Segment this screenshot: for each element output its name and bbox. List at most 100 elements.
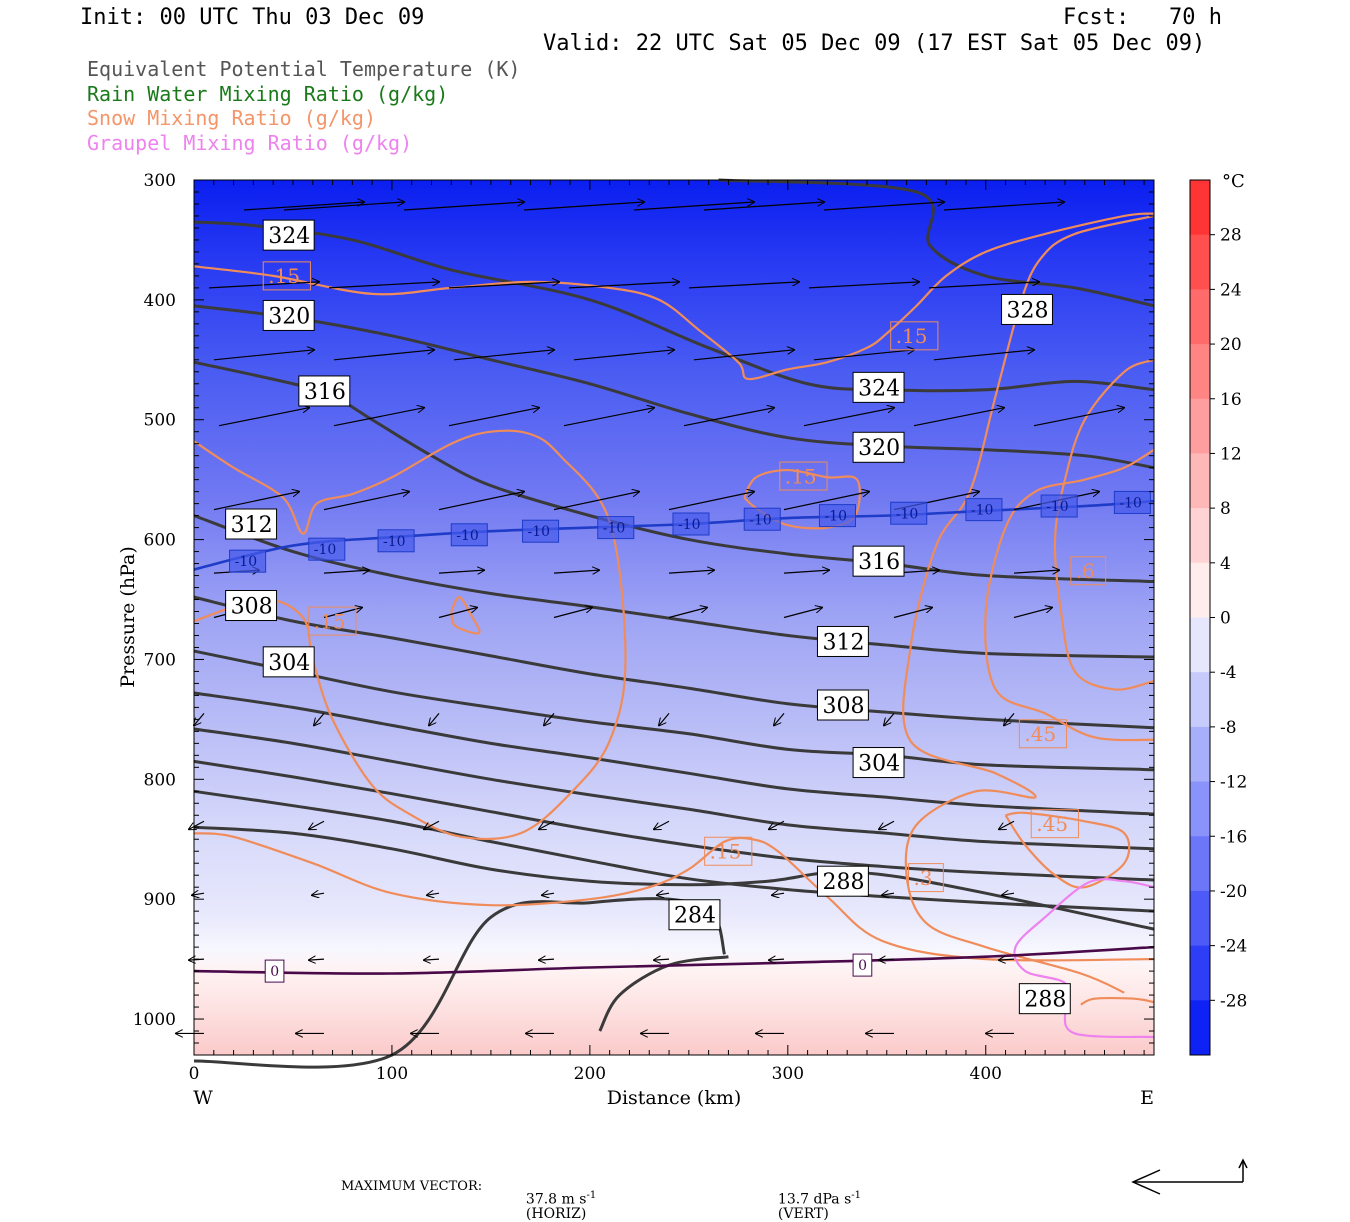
colorbar-tick-label: -24 (1220, 937, 1247, 957)
theta-e-label-box (852, 747, 905, 779)
contour-labels: 328 324 324 320 320 316 316 312 312 308 308 304 304 2… (225, 219, 1151, 1015)
wind-vector-icon (453, 350, 554, 361)
wind-vector-icon (893, 608, 932, 619)
snow-label-box (908, 863, 944, 893)
isotherm-label-box (264, 959, 285, 983)
isotherm-label: -10 (890, 501, 928, 525)
theta-e-line (193, 759, 1155, 882)
snow-label-box (890, 321, 939, 351)
snow-line (193, 212, 1155, 381)
snow-label-text: .15 (785, 464, 817, 488)
wind-vector-icon (1013, 570, 1059, 573)
wind-vector-icon (323, 492, 409, 511)
theta-e-label-box (298, 375, 351, 407)
snow-label-text: .3 (914, 866, 933, 890)
wind-vector-icon (424, 959, 440, 960)
wind-vector-icon (213, 350, 314, 361)
colorbar-tick-label: 20 (1220, 335, 1242, 355)
legend-rain: Rain Water Mixing Ratio (g/kg) (87, 82, 449, 106)
isotherm-label-text: -10 (1046, 499, 1069, 515)
colorbar-tick-label: 4 (1220, 554, 1231, 574)
theta-e-label-text: 288 (1024, 988, 1066, 1013)
isotherm-label: -10 (597, 516, 635, 540)
wind-vector-icon (333, 350, 434, 361)
colorbar-segment (1190, 562, 1210, 618)
wind-vector-icon (568, 282, 679, 289)
theta-e-label: 328 (1001, 293, 1053, 325)
theta-e-label: 288 (1018, 983, 1071, 1015)
wind-vector-icon (668, 570, 714, 573)
theta-e-label-box (262, 219, 315, 251)
snow-label-text: .45 (1024, 722, 1056, 746)
theta-e-label: 308 (816, 689, 869, 721)
theta-e-label-box (225, 508, 278, 540)
theta-e-label: 284 (668, 899, 721, 931)
theta-e-line (718, 178, 1155, 308)
wind-vector-icon (323, 570, 369, 573)
reference-vector-icon (1131, 1158, 1248, 1195)
colorbar-tick-label: -4 (1220, 663, 1237, 683)
theta-e-label: 288 (816, 865, 869, 897)
theta-e-line (193, 727, 1155, 851)
snow-label-box (262, 261, 311, 291)
wind-vector-icon (448, 408, 539, 427)
x-tick-label: 100 (376, 1064, 408, 1084)
legend-graupel: Graupel Mixing Ratio (g/kg) (87, 131, 413, 155)
colorbar-segment (1190, 1000, 1210, 1056)
wind-vector-icon (523, 202, 644, 211)
horiz-exp: -1 (586, 1190, 597, 1201)
isotherm-label-text: -10 (749, 512, 772, 528)
wind-vector-icon (438, 492, 524, 511)
isotherm-label: 0 (264, 959, 285, 983)
snow-label: .15 (308, 606, 357, 636)
legend-theta-e: Equivalent Potential Temperature (K) (87, 57, 521, 81)
wind-vector-icon (189, 820, 205, 829)
wind-vector-icon (928, 282, 1039, 289)
theta-e-label-text: 284 (674, 904, 716, 929)
isotherm-label: -10 (308, 537, 346, 561)
wind-vector-icon (913, 408, 1004, 427)
colorbar-tick-label: -12 (1220, 773, 1247, 793)
snow-line (1080, 996, 1155, 1006)
theta-e-label-box (262, 646, 315, 678)
theta-e-label: 312 (816, 625, 869, 657)
x-tick-label: 300 (772, 1064, 804, 1084)
wind-vector-icon (783, 608, 822, 619)
isotherm-label: -10 (1040, 494, 1078, 518)
colorbar-segment (1190, 945, 1210, 1001)
wind-vector-icon (213, 492, 299, 511)
isotherm-label: 0 (852, 953, 873, 977)
theta-e-label-box (668, 899, 721, 931)
isotherm-label-text: -10 (896, 506, 919, 522)
wind-vector-icon (659, 713, 670, 725)
theta-e-label-box (262, 299, 315, 331)
colorbar-segment (1190, 508, 1210, 564)
isotherm-label-box (450, 523, 488, 547)
isotherm-label-box (1113, 490, 1151, 514)
wind-vector-icon (1004, 713, 1015, 725)
y-tick-label: 900 (144, 890, 176, 910)
y-tick-label: 300 (144, 171, 176, 191)
isotherm-label-text: 0 (858, 958, 867, 974)
theta-e-line (193, 825, 1155, 931)
isotherm-label-text: -10 (603, 521, 626, 537)
snow-label-box (779, 461, 828, 491)
wind-vector-icon (688, 282, 799, 289)
snow-line (193, 429, 627, 841)
colorbar-segment (1190, 836, 1210, 892)
colorbar-tick-label: 28 (1220, 226, 1242, 246)
wind-vector-icon (542, 893, 555, 895)
horiz-unit: (HORIZ) (525, 1205, 587, 1222)
legend-snow: Snow Mixing Ratio (g/kg) (87, 106, 376, 130)
colorbar-segment (1190, 617, 1210, 673)
wind-vector-icon (544, 713, 555, 725)
theta-e-label-text: 288 (822, 870, 864, 895)
wind-vector-icon (309, 959, 325, 960)
isotherm-label-text: -10 (1119, 495, 1142, 511)
valid-time: Valid: 22 UTC Sat 05 Dec 09 (17 EST Sat … (543, 31, 1206, 56)
y-axis-title: Pressure (hPa) (117, 546, 139, 688)
colorbar-tick-label: 24 (1220, 280, 1242, 300)
wind-vector-icon (879, 959, 895, 960)
colorbar-unit: °C (1222, 171, 1245, 192)
